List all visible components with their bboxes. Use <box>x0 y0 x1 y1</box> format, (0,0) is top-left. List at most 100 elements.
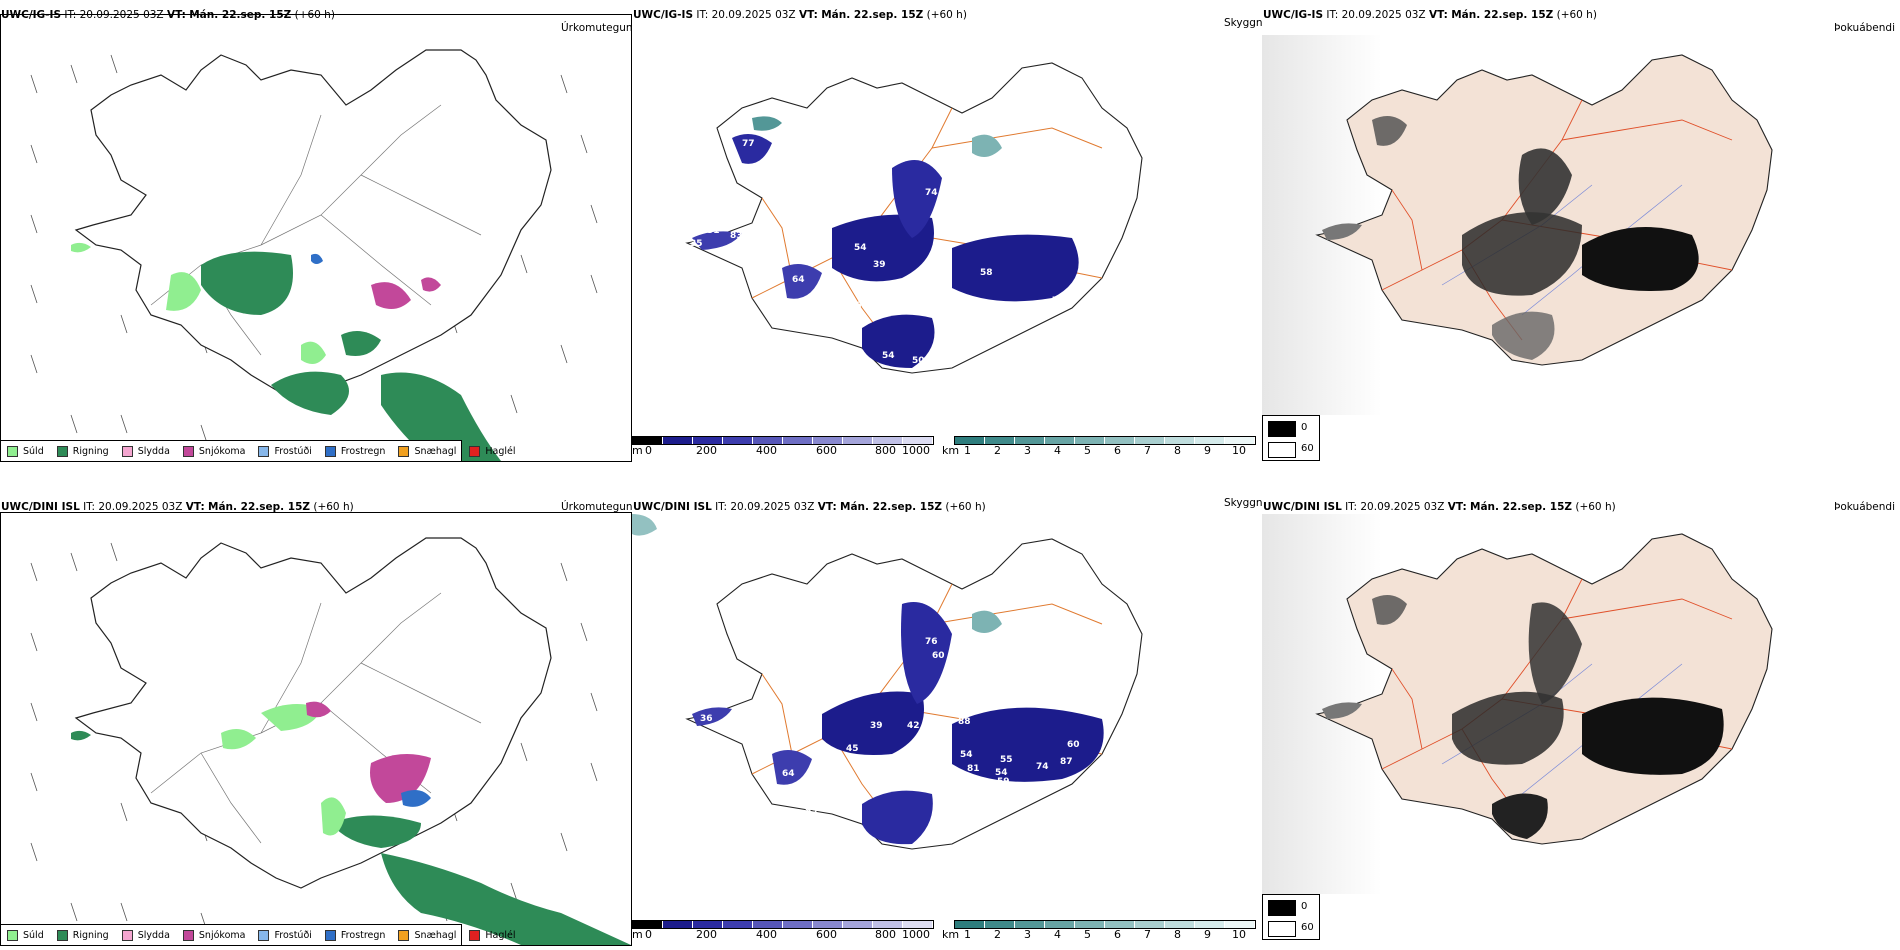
cloud-label: 59 <box>997 777 1010 787</box>
cloud-label: 74 <box>925 188 938 198</box>
precip-map-frame-row1 <box>0 14 632 462</box>
precip-areas <box>71 242 501 461</box>
cloud-panel-row2: UWC/DINI ISL IT: 20.09.2025 03Z VT: Mán.… <box>632 484 1266 946</box>
legend-item: Frostregn <box>324 929 385 941</box>
cloud-label: 47 <box>910 855 923 865</box>
cloud-header-row2: UWC/DINI ISL IT: 20.09.2025 03Z VT: Mán.… <box>633 501 986 513</box>
cloud-label: 36 <box>829 273 842 283</box>
fog-legend-row1: 0 60 <box>1262 415 1320 461</box>
cloud-labels: 77 35 83 51 64 54 50 36 56 39 54 46 37 7… <box>690 139 1065 401</box>
precip-map-frame-row2 <box>0 512 632 946</box>
cloud-label: 76 <box>925 637 938 647</box>
precip-title-row1: Úrkomutegund <box>561 22 640 34</box>
legend-item: Haglél <box>469 445 516 457</box>
fog-legend-row2: 0 60 <box>1262 894 1320 940</box>
fog-header-row1: UWC/IG-IS IT: 20.09.2025 03Z VT: Mán. 22… <box>1263 9 1597 21</box>
legend-item: Slydda <box>121 929 170 941</box>
precip-legend-row2: Súld Rigning Slydda Snjókoma Frostúði Fr… <box>0 924 516 946</box>
cloud-label: 35 <box>690 239 703 249</box>
cloud-label: 50 <box>912 356 925 366</box>
precip-map-row1 <box>30 49 598 461</box>
cloud-label: 60 <box>932 651 945 661</box>
cloud-map-row2: 36 76 60 42 95 39 42 36 45 49 64 99 88 5… <box>632 514 1143 865</box>
fog-areas <box>1322 116 1699 360</box>
cloud-label: 74 <box>1036 762 1049 772</box>
cloud-label: 38 <box>878 391 891 401</box>
precip-legend-row1: Súld Rigning Slydda Snjókoma Frostúði Fr… <box>0 440 516 462</box>
cloud-label: 88 <box>958 717 971 727</box>
cloud-label: 42 <box>947 672 960 682</box>
cloud-label: 83 <box>730 231 743 241</box>
cloud-areas <box>692 116 1079 368</box>
cloud-label: 34 <box>912 383 925 393</box>
cloud-colorbar <box>632 436 934 445</box>
cloud-label: 55 <box>1030 784 1043 794</box>
legend-item: Frostúði <box>258 929 312 941</box>
precip-panel-row1: UWC/IG-IS IT: 20.09.2025 03Z VT: Mán. 22… <box>0 0 639 462</box>
cloud-label: 64 <box>792 275 805 285</box>
iceland-outline <box>74 49 552 401</box>
legend-item: Slydda <box>121 445 170 457</box>
legend-item: Snjókoma <box>182 445 245 457</box>
cloud-label: 81 <box>967 764 980 774</box>
fog-map-row2 <box>1262 514 1773 894</box>
cloud-panel-row1: UWC/IG-IS IT: 20.09.2025 03Z VT: Mán. 22… <box>632 0 1266 462</box>
cloud-label: 64 <box>782 769 795 779</box>
cloud-label: 39 <box>873 260 886 270</box>
legend-item: Rigning <box>56 929 109 941</box>
precip-header-row2: UWC/DINI ISL IT: 20.09.2025 03Z VT: Mán.… <box>1 501 354 513</box>
vis-scale-unit: km <box>942 444 960 457</box>
cloud-label: 58 <box>967 779 980 789</box>
cloud-label: 51 <box>707 226 720 236</box>
cloud-label: 58 <box>980 268 993 278</box>
vis-colorbar <box>954 436 1256 445</box>
cloud-colorbar <box>632 920 934 929</box>
cloud-label: 54 <box>854 243 867 253</box>
cloud-label: 49 <box>830 772 843 782</box>
cloud-scale-unit: m <box>632 444 643 457</box>
cloud-label: 39 <box>870 721 883 731</box>
cloud-label: 37 <box>794 341 807 351</box>
cloud-label: 42 <box>907 721 920 731</box>
cloud-map-row1: 77 35 83 51 64 54 50 36 56 39 54 46 37 7… <box>685 62 1143 401</box>
cloud-label: 54 <box>960 750 973 760</box>
legend-item: Snæhagl <box>398 929 456 941</box>
cloud-label: 44 <box>883 852 896 862</box>
cloud-label: 95 <box>939 694 952 704</box>
fog-title-row2: Þokuábendi <box>1834 501 1895 513</box>
cloud-label: 60 <box>1067 740 1080 750</box>
cloud-label: 54 <box>995 768 1008 778</box>
cloud-label: 55 <box>1000 755 1013 765</box>
cloud-label: 50 <box>829 286 842 296</box>
legend-item: Frostúði <box>258 445 312 457</box>
precip-map-row2 <box>30 537 631 945</box>
legend-item: Frostregn <box>324 445 385 457</box>
cloud-label: 77 <box>742 139 755 149</box>
precip-title-row2: Úrkomutegund <box>561 501 640 513</box>
fog-map-row1 <box>1262 35 1773 415</box>
cloud-labels: 36 76 60 42 95 39 42 36 45 49 64 99 88 5… <box>700 637 1080 865</box>
cloud-label: 49 <box>934 812 947 822</box>
cloud-header-row1: UWC/IG-IS IT: 20.09.2025 03Z VT: Mán. 22… <box>633 9 967 21</box>
cloud-label: 126 <box>938 318 957 328</box>
legend-item: Snjókoma <box>182 929 245 941</box>
precip-header-row1: UWC/IG-IS IT: 20.09.2025 03Z VT: Mán. 22… <box>1 9 335 21</box>
cloud-label: 87 <box>1060 757 1073 767</box>
cloud-label: 99 <box>805 806 818 816</box>
fog-title-row1: Þokuábendi <box>1834 22 1895 34</box>
cloud-label: 36 <box>700 714 713 724</box>
cloud-label: 36 <box>826 749 839 759</box>
vis-colorbar <box>954 920 1256 929</box>
cloud-label: 46 <box>802 311 815 321</box>
legend-item: Snæhagl <box>398 445 456 457</box>
cloud-label: 20 <box>943 199 956 209</box>
cloud-label: 56 <box>849 301 862 311</box>
cloud-label: 54 <box>810 299 823 309</box>
legend-item: Súld <box>7 929 44 941</box>
cloud-label: 98 <box>939 221 952 231</box>
cloud-label: 77 <box>1052 296 1065 306</box>
vis-title-row2: Skyggni <box>1224 497 1266 509</box>
cloud-label: 45 <box>846 744 859 754</box>
vis-title-row1: Skyggni <box>1224 17 1266 29</box>
cloud-label: 111 <box>969 300 988 310</box>
